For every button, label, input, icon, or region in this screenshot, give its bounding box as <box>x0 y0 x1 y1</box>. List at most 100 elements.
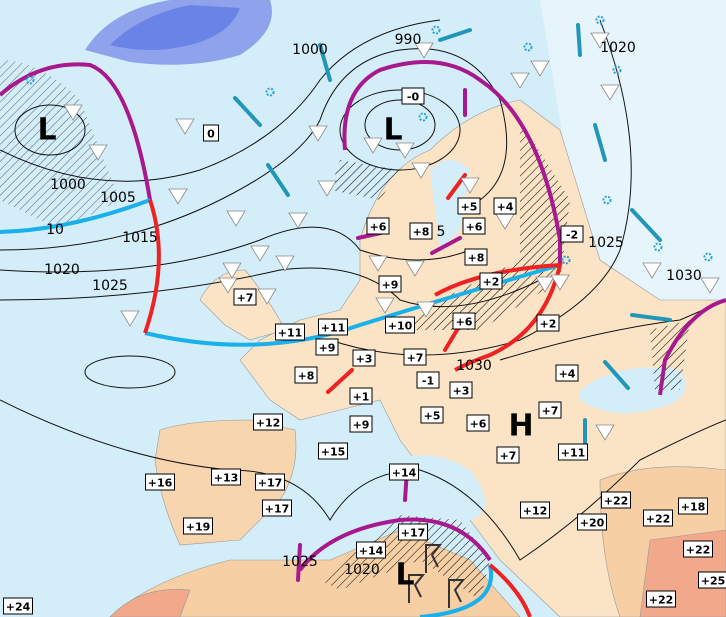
temperature-label: +18 <box>678 497 708 515</box>
temperature-label-box <box>678 497 708 515</box>
temperature-label-box <box>349 415 373 433</box>
temperature-label: +24 <box>3 597 33 615</box>
shower-triangle-icon <box>550 274 570 291</box>
snow-icon <box>431 25 441 35</box>
isobar-label: 1000 <box>292 42 328 58</box>
temperature-value: +5 <box>461 201 478 214</box>
temperature-label: -2 <box>560 225 584 243</box>
temperature-label: +3 <box>449 381 473 399</box>
isobar-label: 1020 <box>44 262 80 278</box>
shower-triangle-icon <box>510 72 530 89</box>
temperature-label: +17 <box>398 523 428 541</box>
temperature-label-box <box>643 509 673 527</box>
temperature-label-box <box>211 468 241 486</box>
temperature-value: +25 <box>701 575 726 588</box>
temperature-label-box <box>646 590 676 608</box>
occluded-front <box>342 60 562 265</box>
temperature-label-box <box>262 499 292 517</box>
shower-triangle-icon <box>226 210 246 227</box>
temperature-label: +2 <box>536 314 560 332</box>
temperature-value: +24 <box>6 601 31 614</box>
shower-triangle-icon <box>405 260 425 277</box>
temperature-label: +6 <box>452 312 476 330</box>
temperature-value: +8 <box>413 226 430 239</box>
temperature-labels: 0 -0 +6 +8 +5 +4 +6 -2 +8 +2 +9 +7 +11 +11 +10 +6 +2 +9 +3… <box>3 87 726 615</box>
temperature-value: +5 <box>424 410 441 423</box>
temperature-label-box <box>698 571 726 589</box>
shower-symbols <box>25 15 720 608</box>
temperature-value: +7 <box>500 450 517 463</box>
temperature-label-box <box>452 312 476 330</box>
temperature-value: +14 <box>359 545 384 558</box>
temperature-value: +15 <box>321 446 346 459</box>
temperature-label: +7 <box>496 446 520 464</box>
temperature-label: 0 <box>203 124 219 142</box>
temperature-value: +19 <box>186 521 211 534</box>
temperature-label: +15 <box>318 442 348 460</box>
temperature-label: +19 <box>183 517 213 535</box>
temperature-label-box <box>479 272 503 290</box>
isobar-label: 990 <box>395 32 422 48</box>
shower-triangle-icon <box>88 144 108 161</box>
temperature-label-box <box>385 316 415 334</box>
shower-triangle-icon <box>317 180 337 197</box>
temperature-value: +8 <box>468 252 485 265</box>
shower-triangle-icon <box>411 162 431 179</box>
temperature-value: +14 <box>392 467 417 480</box>
high-pressure-center: H <box>508 409 533 444</box>
temperature-value: 0 <box>207 128 215 141</box>
snow-icon <box>418 112 428 122</box>
temperature-label-box <box>560 225 584 243</box>
shower-triangle-icon <box>590 32 610 49</box>
temperature-value: +16 <box>148 477 173 490</box>
shower-triangle-icon <box>600 84 620 101</box>
temperature-value: +11 <box>278 327 303 340</box>
temperature-label-box <box>683 540 713 558</box>
temperature-label-box <box>449 381 473 399</box>
temperature-label-box <box>538 401 562 419</box>
temperature-label-box <box>555 364 579 382</box>
isobar-label: 1025 <box>282 554 318 570</box>
snow-icon <box>612 65 622 75</box>
temperature-label: +8 <box>464 248 488 266</box>
isobar-label: 10 <box>46 222 64 238</box>
isobar-label: 1030 <box>666 268 702 284</box>
temperature-value: +18 <box>681 501 706 514</box>
temperature-value: +4 <box>497 201 514 214</box>
temperature-value: +13 <box>214 472 239 485</box>
temperature-value: -0 <box>407 91 420 104</box>
temperature-value: +17 <box>401 527 426 540</box>
snow-icon <box>653 242 663 252</box>
snow-icon <box>523 42 533 52</box>
temperature-label: +7 <box>538 401 562 419</box>
isobar-label: 1030 <box>456 358 492 374</box>
temperature-label-box <box>378 275 402 293</box>
isobar-labels: 1000 990 1020 1000 1005 10 1015 1020 1025 5 1025 10… <box>44 32 702 578</box>
temperature-label-box <box>233 288 257 306</box>
temperature-value: +9 <box>353 419 370 432</box>
isobar-label: 1000 <box>50 177 86 193</box>
warm-front <box>143 199 161 334</box>
temperature-value: -1 <box>422 375 434 388</box>
temperature-label: -0 <box>401 87 425 105</box>
temperature-value: +22 <box>646 513 671 526</box>
snow-icon <box>265 87 275 97</box>
isobar-label: 1025 <box>92 278 128 294</box>
temperature-value: +6 <box>470 418 487 431</box>
temperature-label-box <box>466 414 490 432</box>
temperature-label: +13 <box>211 468 241 486</box>
temperature-label-box <box>457 197 481 215</box>
temperature-label: +14 <box>356 541 386 559</box>
temperature-value: +1 <box>353 391 370 404</box>
snow-icon <box>602 195 612 205</box>
low-pressure-center: L <box>383 113 402 148</box>
temperature-value: +22 <box>604 495 629 508</box>
shower-triangle-icon <box>642 262 662 279</box>
temperature-label-box <box>389 463 419 481</box>
shower-triangle-icon <box>63 104 83 121</box>
temperature-label: +22 <box>601 491 631 509</box>
shower-triangle-icon <box>222 262 242 279</box>
snow-icon <box>561 255 571 265</box>
warm-front <box>488 563 532 617</box>
temperature-label-box <box>462 217 486 235</box>
